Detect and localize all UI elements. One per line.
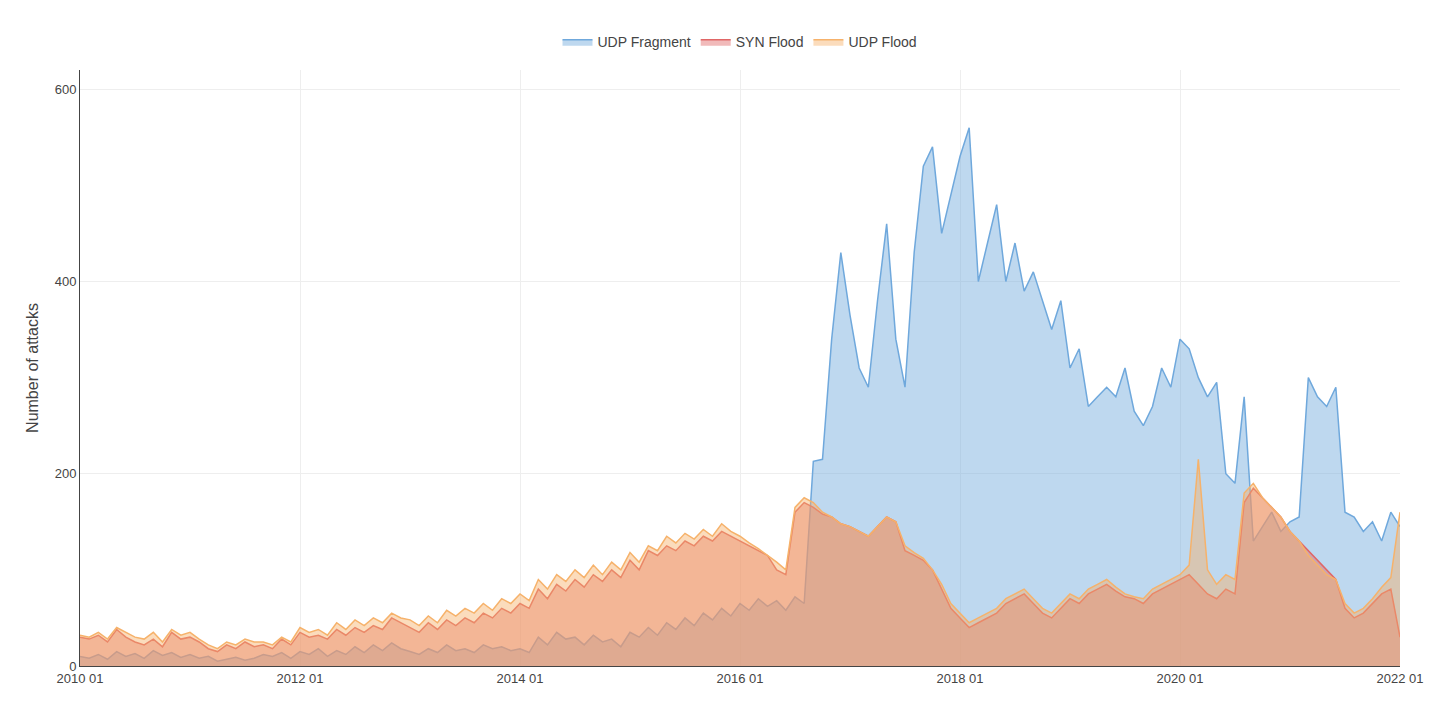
- svg-text:UDP Fragment: UDP Fragment: [598, 34, 691, 50]
- svg-text:0: 0: [69, 659, 76, 674]
- svg-text:2020 01: 2020 01: [1157, 671, 1204, 686]
- svg-text:UDP Flood: UDP Flood: [848, 34, 916, 50]
- svg-text:600: 600: [55, 82, 77, 97]
- svg-text:2016 01: 2016 01: [717, 671, 764, 686]
- svg-text:200: 200: [55, 466, 77, 481]
- svg-text:2022 01: 2022 01: [1377, 671, 1424, 686]
- svg-text:Number of attacks: Number of attacks: [24, 303, 41, 433]
- svg-text:400: 400: [55, 274, 77, 289]
- svg-text:2010 01: 2010 01: [57, 671, 104, 686]
- svg-text:2012 01: 2012 01: [277, 671, 324, 686]
- svg-text:2018 01: 2018 01: [937, 671, 984, 686]
- svg-text:2014 01: 2014 01: [497, 671, 544, 686]
- svg-text:SYN Flood: SYN Flood: [736, 34, 804, 50]
